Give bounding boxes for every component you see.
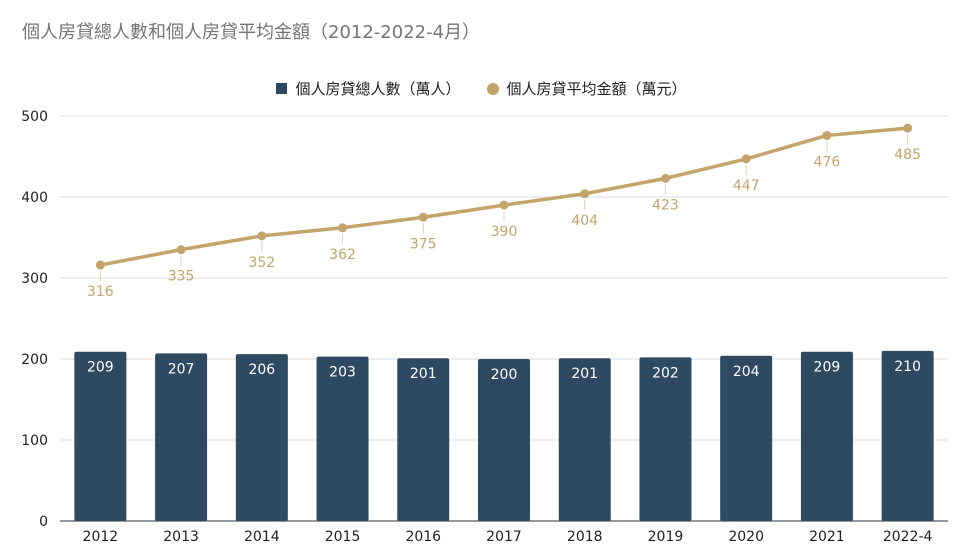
bar-data-label: 201 (571, 366, 598, 382)
chart-title: 個人房貸總人數和個人房貸平均金額（2012-2022-4月） (22, 22, 481, 43)
bar (639, 357, 692, 521)
x-tick-label: 2017 (486, 529, 522, 545)
x-tick-label: 2016 (405, 529, 441, 545)
line-data-label: 447 (733, 178, 760, 194)
legend-swatch-line (486, 82, 499, 95)
line-data-label: 352 (248, 255, 275, 271)
line-point (903, 123, 913, 133)
y-tick-label: 100 (21, 433, 48, 449)
bar-data-label: 209 (814, 360, 841, 376)
bar-data-label: 209 (87, 360, 114, 376)
line-point (95, 260, 105, 270)
legend-swatch-bar (276, 83, 288, 94)
bar (235, 354, 288, 521)
x-tick-label: 2013 (163, 529, 199, 545)
x-tick-label: 2022-4 (883, 529, 933, 545)
line-data-label: 335 (168, 269, 195, 285)
x-tick-label: 2015 (325, 529, 361, 545)
legend-label-line: 個人房貸平均金額（萬元） (506, 80, 687, 98)
bar-data-label: 204 (733, 364, 760, 380)
bar (316, 356, 369, 521)
bar-data-label: 207 (168, 361, 195, 377)
bar-data-label: 200 (491, 367, 518, 383)
line-data-label: 362 (329, 247, 356, 263)
x-tick-label: 2020 (728, 529, 764, 545)
y-tick-label: 200 (21, 352, 48, 368)
bar-data-label: 202 (652, 365, 679, 381)
legend-label-bar: 個人房貸總人數（萬人） (295, 80, 461, 98)
bar-data-label: 203 (329, 365, 356, 381)
line-point (176, 245, 186, 255)
line-data-label: 375 (410, 236, 437, 252)
bar-data-label: 206 (248, 362, 275, 378)
bar (800, 351, 853, 521)
line-data-label: 390 (491, 224, 518, 240)
line-data-label: 423 (652, 197, 679, 213)
x-tick-label: 2014 (244, 529, 280, 545)
bar (478, 359, 530, 521)
bar (397, 358, 450, 521)
line-point (257, 231, 267, 241)
line-point (338, 223, 348, 233)
bar (720, 355, 773, 521)
y-tick-label: 500 (21, 109, 48, 125)
line-point (580, 189, 590, 199)
x-tick-label: 2018 (567, 529, 603, 545)
legend: 個人房貸總人數（萬人） 個人房貸平均金額（萬元） (0, 78, 963, 99)
legend-item-line[interactable]: 個人房貸平均金額（萬元） (486, 78, 687, 99)
x-tick-label: 2019 (648, 529, 684, 545)
bar (155, 353, 208, 521)
line-point (660, 173, 670, 183)
legend-item-bar[interactable]: 個人房貸總人數（萬人） (276, 78, 461, 99)
line-data-label: 485 (894, 147, 921, 163)
x-tick-label: 2012 (83, 529, 119, 545)
line-point (741, 154, 751, 164)
y-tick-label: 300 (21, 271, 48, 287)
bar (558, 358, 611, 521)
x-tick-label: 2021 (809, 529, 845, 545)
line-data-label: 404 (571, 213, 598, 229)
y-tick-label: 0 (39, 514, 48, 530)
bar (74, 351, 127, 521)
line-point (499, 200, 509, 210)
bar-data-label: 201 (410, 366, 437, 382)
line-data-label: 316 (87, 284, 114, 300)
bar-data-label: 210 (894, 359, 921, 375)
bar (881, 350, 934, 521)
y-tick-label: 400 (21, 190, 48, 206)
line-data-label: 476 (814, 154, 841, 170)
line-point (822, 130, 832, 140)
line-point (418, 212, 428, 222)
